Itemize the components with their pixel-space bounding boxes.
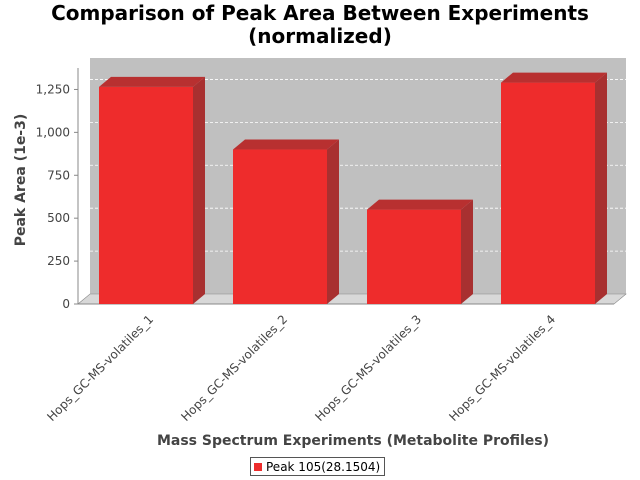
- y-tick-label: 1,000: [36, 125, 70, 139]
- bar: [99, 86, 193, 304]
- y-tick-label: 250: [47, 254, 70, 268]
- bars: [99, 72, 607, 305]
- y-tick-label: 500: [47, 211, 70, 225]
- chart-title: Comparison of Peak Area Between Experime…: [0, 2, 640, 48]
- y-axis-title: Peak Area (1e-3): [13, 114, 29, 247]
- bar-top: [99, 76, 205, 87]
- y-tick-label: 750: [47, 168, 70, 182]
- y-tick-label: 0: [62, 297, 70, 311]
- bar: [367, 209, 461, 304]
- bar-top: [367, 199, 473, 210]
- chart-title-line-2: (normalized): [248, 24, 392, 48]
- bar-side: [193, 76, 205, 304]
- legend: Peak 105(28.1504): [250, 457, 386, 476]
- bar-top: [233, 139, 339, 150]
- bar-top: [501, 72, 607, 83]
- x-tick-label: Hops_GC-MS-volatiles_3: [312, 312, 424, 424]
- y-tick-label: 1,250: [36, 82, 70, 96]
- bar-side: [327, 139, 339, 304]
- x-tick-label: Hops_GC-MS-volatiles_1: [44, 312, 156, 424]
- bar: [501, 82, 595, 305]
- legend-label: Peak 105(28.1504): [266, 459, 381, 474]
- x-tick-label: Hops_GC-MS-volatiles_4: [446, 312, 558, 424]
- bar-side: [595, 72, 607, 305]
- x-tick-label: Hops_GC-MS-volatiles_2: [178, 312, 290, 424]
- x-axis-title: Mass Spectrum Experiments (Metabolite Pr…: [157, 433, 549, 449]
- legend-swatch: [254, 462, 262, 471]
- bar-side: [461, 199, 473, 304]
- chart-title-line-1: Comparison of Peak Area Between Experime…: [51, 1, 589, 25]
- bar: [233, 149, 327, 304]
